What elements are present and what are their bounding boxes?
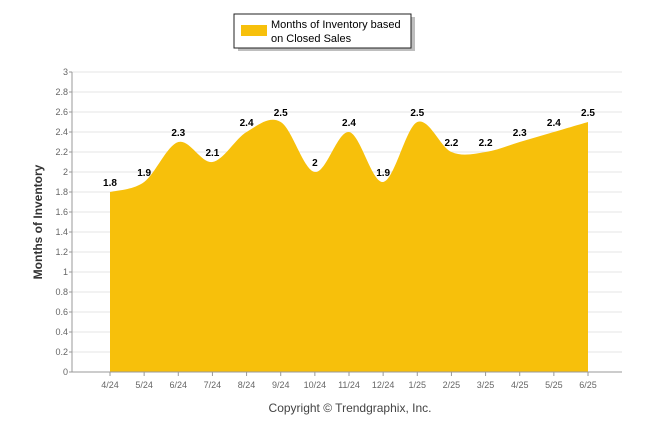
legend-label-line2: on Closed Sales [271,33,352,45]
x-tick-label: 5/25 [545,380,563,390]
x-tick-label: 4/24 [101,380,119,390]
x-tick-label: 3/25 [477,380,495,390]
y-tick-label: 2.4 [55,127,68,137]
y-tick-label: 2.6 [55,107,68,117]
x-tick-label: 10/24 [304,380,327,390]
data-label: 2.2 [444,138,458,149]
y-tick-label: 0.2 [55,347,68,357]
x-tick-label: 2/25 [443,380,461,390]
data-label: 2.3 [513,128,527,139]
copyright-text: Copyright © Trendgraphix, Inc. [269,401,432,415]
data-label: 2.2 [479,138,493,149]
y-tick-label: 1.8 [55,187,68,197]
legend-swatch [241,25,267,36]
y-tick-label: 2.8 [55,87,68,97]
data-label: 2.1 [205,148,219,159]
x-tick-label: 1/25 [409,380,427,390]
data-label: 2.4 [342,118,356,129]
legend: Months of Inventory based on Closed Sale… [233,13,415,51]
x-tick-label: 6/25 [579,380,597,390]
data-label: 1.9 [137,168,151,179]
x-tick-label: 5/24 [135,380,153,390]
y-tick-label: 2.2 [55,147,68,157]
y-tick-label: 3 [63,67,68,77]
data-label: 2.4 [547,118,561,129]
legend-label-line1: Months of Inventory based [271,19,401,31]
y-tick-label: 1 [63,267,68,277]
data-label: 2 [312,158,318,169]
x-tick-labels: 4/24 5/24 6/24 7/24 8/24 9/24 10/24 11/24 12/24 1… [101,380,597,390]
y-axis-title: Months of Inventory [31,164,45,279]
data-label: 1.8 [103,178,117,189]
x-tick-label: 12/24 [372,380,395,390]
data-label: 2.5 [274,108,288,119]
series-area-path [110,119,588,372]
y-tick-label: 0.6 [55,307,68,317]
data-labels: 1.8 1.9 2.3 2.1 2.4 2.5 2 2.4 1.9 2.5 2.2 2.2 2.3 2.4… [103,108,595,189]
y-tick-label: 2 [63,167,68,177]
y-tick-label: 1.6 [55,207,68,217]
x-tick-label: 9/24 [272,380,290,390]
x-tick-label: 7/24 [204,380,222,390]
x-tick-label: 4/25 [511,380,529,390]
x-tick-label: 6/24 [170,380,188,390]
y-tick-labels: 0 0.2 0.4 0.6 0.8 1 1.2 1.4 1.6 1.8 2 2.2 2.4 2.6 2.8 3 [55,67,68,377]
y-tick-label: 1.4 [55,227,68,237]
y-tick-label: 0.4 [55,327,68,337]
y-tick-label: 1.2 [55,247,68,257]
data-label: 2.4 [240,118,254,129]
data-label: 1.9 [376,168,390,179]
data-label: 2.3 [171,128,185,139]
y-tick-label: 0.8 [55,287,68,297]
data-label: 2.5 [581,108,595,119]
x-tick-label: 8/24 [238,380,256,390]
data-label: 2.5 [410,108,424,119]
x-tick-label: 11/24 [338,380,360,390]
y-tick-label: 0 [63,367,68,377]
axes [71,72,622,376]
series-area [110,119,588,372]
